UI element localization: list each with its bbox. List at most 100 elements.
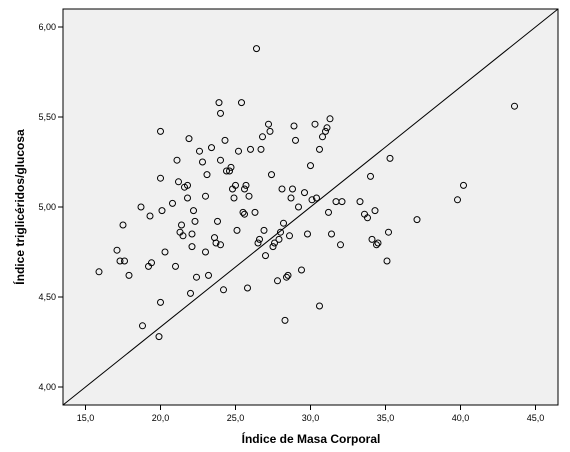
data-point (247, 145, 254, 153)
data-point (383, 257, 391, 265)
data-point (208, 144, 215, 152)
data-point (205, 271, 212, 279)
data-point (262, 252, 269, 260)
data-point (307, 162, 314, 170)
y-tick-label: 5,00 (38, 202, 56, 212)
data-point (217, 109, 224, 117)
data-point (241, 210, 248, 218)
data-point (257, 145, 265, 153)
data-point (199, 158, 206, 166)
data-point (271, 239, 278, 247)
data-point (275, 235, 283, 243)
data-point (337, 241, 344, 249)
data-point (215, 99, 223, 107)
data-point (292, 136, 299, 144)
y-tick-label: 6,00 (38, 22, 56, 32)
data-point (280, 219, 287, 227)
data-point (253, 45, 260, 53)
data-point (326, 115, 334, 123)
data-point (295, 203, 302, 211)
data-point (193, 273, 200, 281)
data-point (316, 145, 323, 153)
data-point (259, 133, 266, 141)
data-point (157, 174, 164, 182)
y-tick-label: 4,50 (38, 292, 56, 302)
data-point (220, 286, 227, 294)
data-point (287, 194, 295, 202)
data-point (235, 147, 242, 155)
data-point (148, 259, 155, 267)
data-point (230, 194, 238, 202)
data-point (223, 167, 230, 175)
data-point (265, 120, 272, 128)
data-point (173, 156, 181, 164)
data-point (311, 120, 319, 128)
data-point (172, 262, 179, 270)
points-layer (95, 45, 518, 341)
data-point (374, 239, 382, 247)
data-point (95, 268, 103, 276)
data-point (212, 239, 220, 247)
x-tick-label: 30,0 (302, 413, 320, 423)
x-tick-label: 25,0 (227, 413, 245, 423)
reference-line (62, 8, 559, 406)
data-point (356, 198, 364, 206)
data-point (226, 167, 233, 175)
data-point (385, 228, 392, 236)
data-point (232, 181, 239, 189)
data-point (325, 208, 332, 216)
data-point (119, 221, 127, 229)
data-point (244, 284, 251, 292)
data-point (328, 230, 335, 238)
data-point (121, 257, 128, 265)
data-point (188, 243, 196, 251)
data-point (137, 203, 145, 211)
data-point (322, 127, 329, 135)
x-tick-label: 20,0 (152, 413, 170, 423)
data-point (184, 181, 191, 189)
data-point (227, 163, 235, 171)
data-point (184, 194, 191, 202)
data-point (274, 277, 281, 285)
data-point (254, 239, 262, 247)
data-point (278, 185, 286, 193)
data-point (155, 333, 163, 341)
data-point (146, 212, 154, 220)
data-point (386, 154, 394, 162)
data-point (196, 147, 203, 155)
x-axis-title: Índice de Masa Corporal (242, 431, 381, 446)
data-point (301, 189, 308, 197)
data-point (245, 192, 253, 200)
data-point (286, 232, 293, 240)
data-point (266, 127, 274, 135)
data-point (251, 208, 259, 216)
data-point (338, 198, 346, 206)
y-tick-label: 5,50 (38, 112, 56, 122)
data-point (221, 136, 229, 144)
data-point (304, 230, 311, 238)
data-point (364, 214, 371, 222)
data-point (367, 172, 374, 180)
data-point (233, 226, 241, 234)
data-point (289, 185, 296, 193)
data-point (161, 248, 169, 256)
data-point (214, 217, 221, 225)
data-point (256, 235, 263, 243)
data-point (242, 181, 250, 189)
data-point (190, 207, 197, 215)
data-point (269, 243, 277, 251)
data-point (191, 217, 199, 225)
data-point (217, 156, 224, 164)
data-point (283, 273, 290, 281)
data-point (241, 185, 248, 193)
data-point (290, 122, 298, 130)
data-point (158, 207, 166, 215)
x-tick-label: 15,0 (77, 413, 95, 423)
reference-line-layer (62, 8, 559, 406)
x-tick-label: 45,0 (527, 413, 545, 423)
data-point (368, 235, 376, 243)
x-tick-label: 40,0 (452, 413, 470, 423)
data-point (281, 316, 289, 324)
y-axis: 4,00 4,50 5,00 5,50 6,00 (38, 22, 63, 392)
data-point (308, 196, 316, 204)
